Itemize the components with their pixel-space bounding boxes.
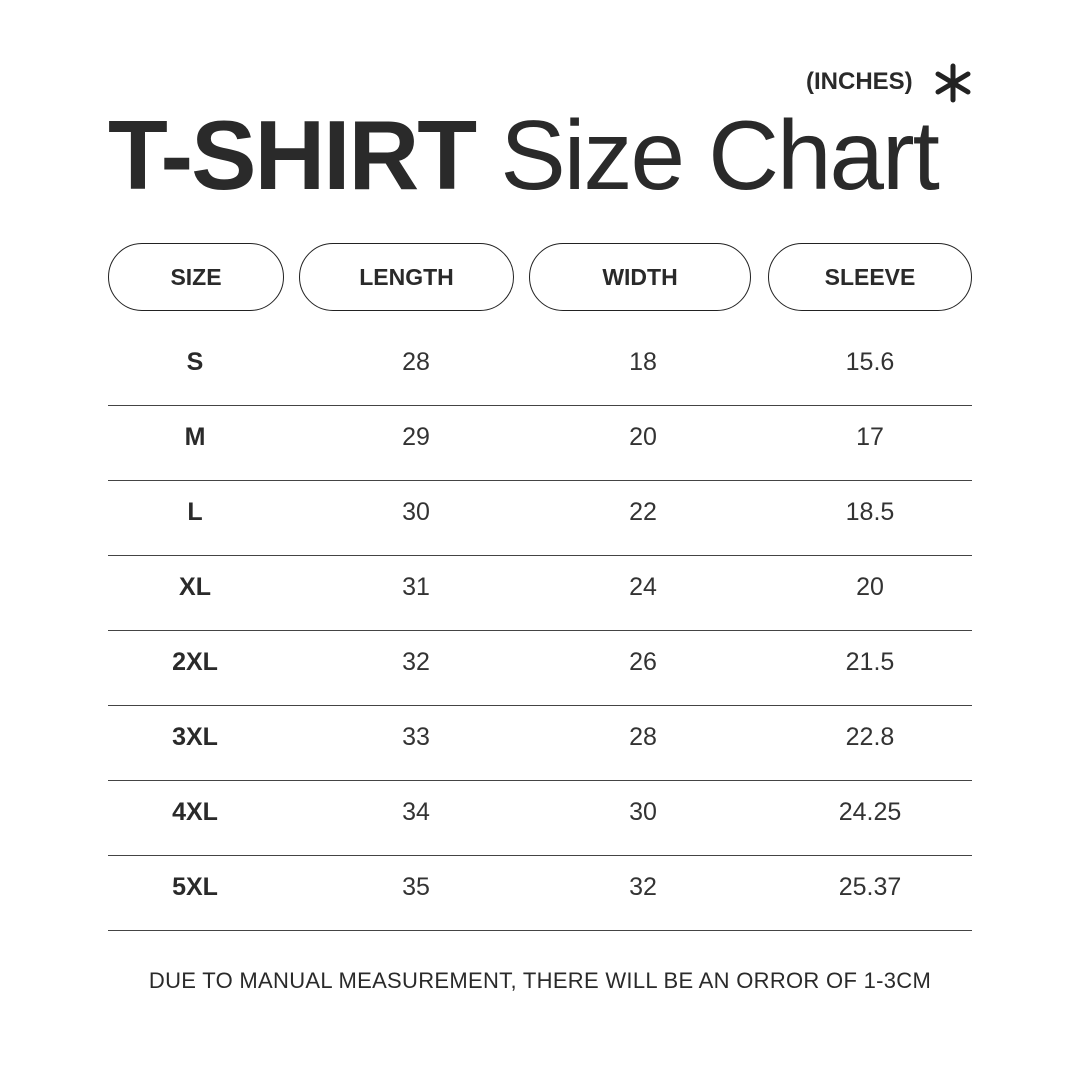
table-row: M 29 20 17 bbox=[108, 405, 972, 481]
cell-length: 28 bbox=[402, 348, 430, 376]
table-row: XL 31 24 20 bbox=[108, 555, 972, 631]
cell-width: 18 bbox=[629, 348, 657, 376]
cell-width: 20 bbox=[629, 423, 657, 451]
cell-size: 4XL bbox=[172, 798, 218, 826]
column-header-length: LENGTH bbox=[299, 243, 514, 311]
cell-width: 26 bbox=[629, 648, 657, 676]
cell-length: 33 bbox=[402, 723, 430, 751]
cell-sleeve: 17 bbox=[856, 423, 884, 451]
asterisk-icon bbox=[935, 63, 971, 103]
table-row: 4XL 34 30 24.25 bbox=[108, 780, 972, 856]
cell-sleeve: 15.6 bbox=[845, 348, 895, 376]
cell-width: 24 bbox=[629, 573, 657, 601]
cell-width: 28 bbox=[629, 723, 657, 751]
cell-sleeve: 24.25 bbox=[838, 798, 902, 826]
cell-sleeve: 21.5 bbox=[845, 648, 895, 676]
cell-size: L bbox=[187, 498, 203, 526]
title-bold: T-SHIRT bbox=[108, 100, 477, 210]
column-header-width: WIDTH bbox=[529, 243, 751, 311]
cell-length: 31 bbox=[402, 573, 430, 601]
column-header-size: SIZE bbox=[108, 243, 284, 311]
table-row: 2XL 32 26 21.5 bbox=[108, 630, 972, 706]
cell-length: 30 bbox=[402, 498, 430, 526]
cell-size: 2XL bbox=[172, 648, 218, 676]
table-row: L 30 22 18.5 bbox=[108, 480, 972, 556]
cell-sleeve: 25.37 bbox=[838, 873, 902, 901]
cell-length: 29 bbox=[402, 423, 430, 451]
cell-size: S bbox=[186, 348, 204, 376]
column-header-sleeve: SLEEVE bbox=[768, 243, 972, 311]
cell-size: 5XL bbox=[172, 873, 218, 901]
cell-length: 32 bbox=[402, 648, 430, 676]
cell-width: 22 bbox=[629, 498, 657, 526]
page-title: T-SHIRT Size Chart bbox=[108, 100, 940, 210]
cell-sleeve: 22.8 bbox=[845, 723, 895, 751]
table-row: 5XL 35 32 25.37 bbox=[108, 855, 972, 931]
title-regular: Size Chart bbox=[500, 100, 940, 210]
cell-sleeve: 18.5 bbox=[845, 498, 895, 526]
cell-size: M bbox=[184, 423, 206, 451]
table-row: 3XL 33 28 22.8 bbox=[108, 705, 972, 781]
cell-width: 30 bbox=[629, 798, 657, 826]
cell-size: XL bbox=[179, 573, 211, 601]
table-row: S 28 18 15.6 bbox=[108, 330, 972, 406]
cell-sleeve: 20 bbox=[856, 573, 884, 601]
measurement-note: DUE TO MANUAL MEASUREMENT, THERE WILL BE… bbox=[148, 968, 932, 993]
cell-size: 3XL bbox=[172, 723, 218, 751]
cell-width: 32 bbox=[629, 873, 657, 901]
cell-length: 35 bbox=[402, 873, 430, 901]
cell-length: 34 bbox=[402, 798, 430, 826]
units-label: (INCHES) bbox=[806, 68, 913, 95]
